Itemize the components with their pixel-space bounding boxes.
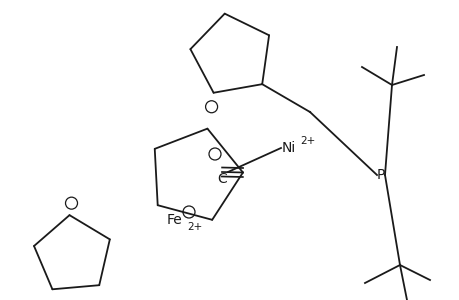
Text: P: P — [376, 168, 384, 182]
Text: C: C — [217, 172, 226, 186]
Text: Ni: Ni — [281, 141, 296, 155]
Text: Fe: Fe — [167, 213, 182, 227]
Text: 2+: 2+ — [299, 136, 314, 146]
Text: 2+: 2+ — [187, 222, 202, 232]
